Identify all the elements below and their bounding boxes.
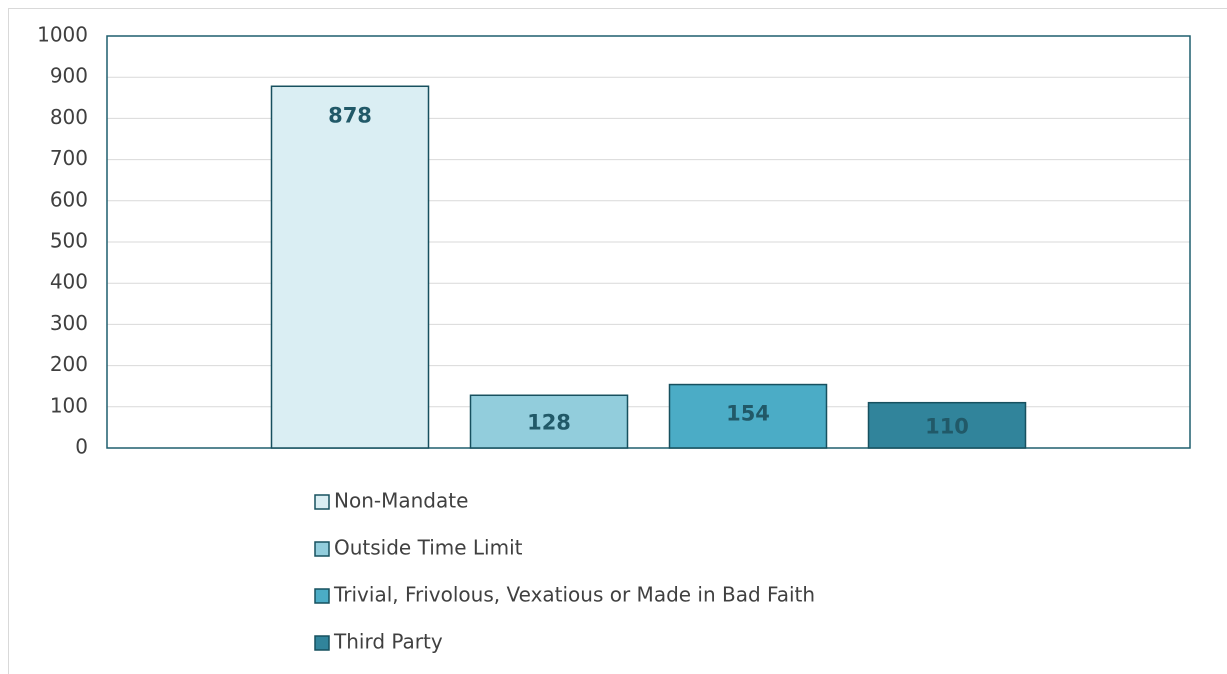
bar bbox=[270, 85, 430, 449]
bar bbox=[668, 383, 828, 449]
chart-frame bbox=[8, 8, 1227, 674]
legend-swatch bbox=[314, 588, 330, 604]
y-tick-label: 100 bbox=[50, 393, 88, 417]
y-tick-label: 900 bbox=[50, 64, 88, 88]
legend-label: Outside Time Limit bbox=[334, 536, 523, 560]
data-label: 154 bbox=[726, 402, 770, 426]
y-tick-label: 800 bbox=[50, 105, 88, 129]
data-label: 878 bbox=[328, 103, 372, 127]
y-tick-label: 300 bbox=[50, 311, 88, 335]
plot-border bbox=[106, 35, 1191, 449]
legend-swatch bbox=[314, 494, 330, 510]
y-tick-label: 0 bbox=[75, 435, 88, 459]
legend-swatch bbox=[314, 635, 330, 651]
bar bbox=[867, 401, 1027, 449]
bar bbox=[469, 394, 629, 449]
data-label: 110 bbox=[925, 414, 969, 438]
y-tick-label: 600 bbox=[50, 187, 88, 211]
y-tick-label: 1000 bbox=[37, 23, 88, 47]
y-tick-label: 200 bbox=[50, 352, 88, 376]
data-label: 128 bbox=[527, 411, 571, 435]
y-tick-label: 400 bbox=[50, 270, 88, 294]
y-tick-label: 700 bbox=[50, 146, 88, 170]
legend-label: Third Party bbox=[333, 630, 443, 654]
legend-label: Trivial, Frivolous, Vexatious or Made in… bbox=[333, 583, 815, 607]
y-tick-label: 500 bbox=[50, 229, 88, 253]
legend-swatch bbox=[314, 541, 330, 557]
legend-label: Non-Mandate bbox=[334, 489, 468, 513]
